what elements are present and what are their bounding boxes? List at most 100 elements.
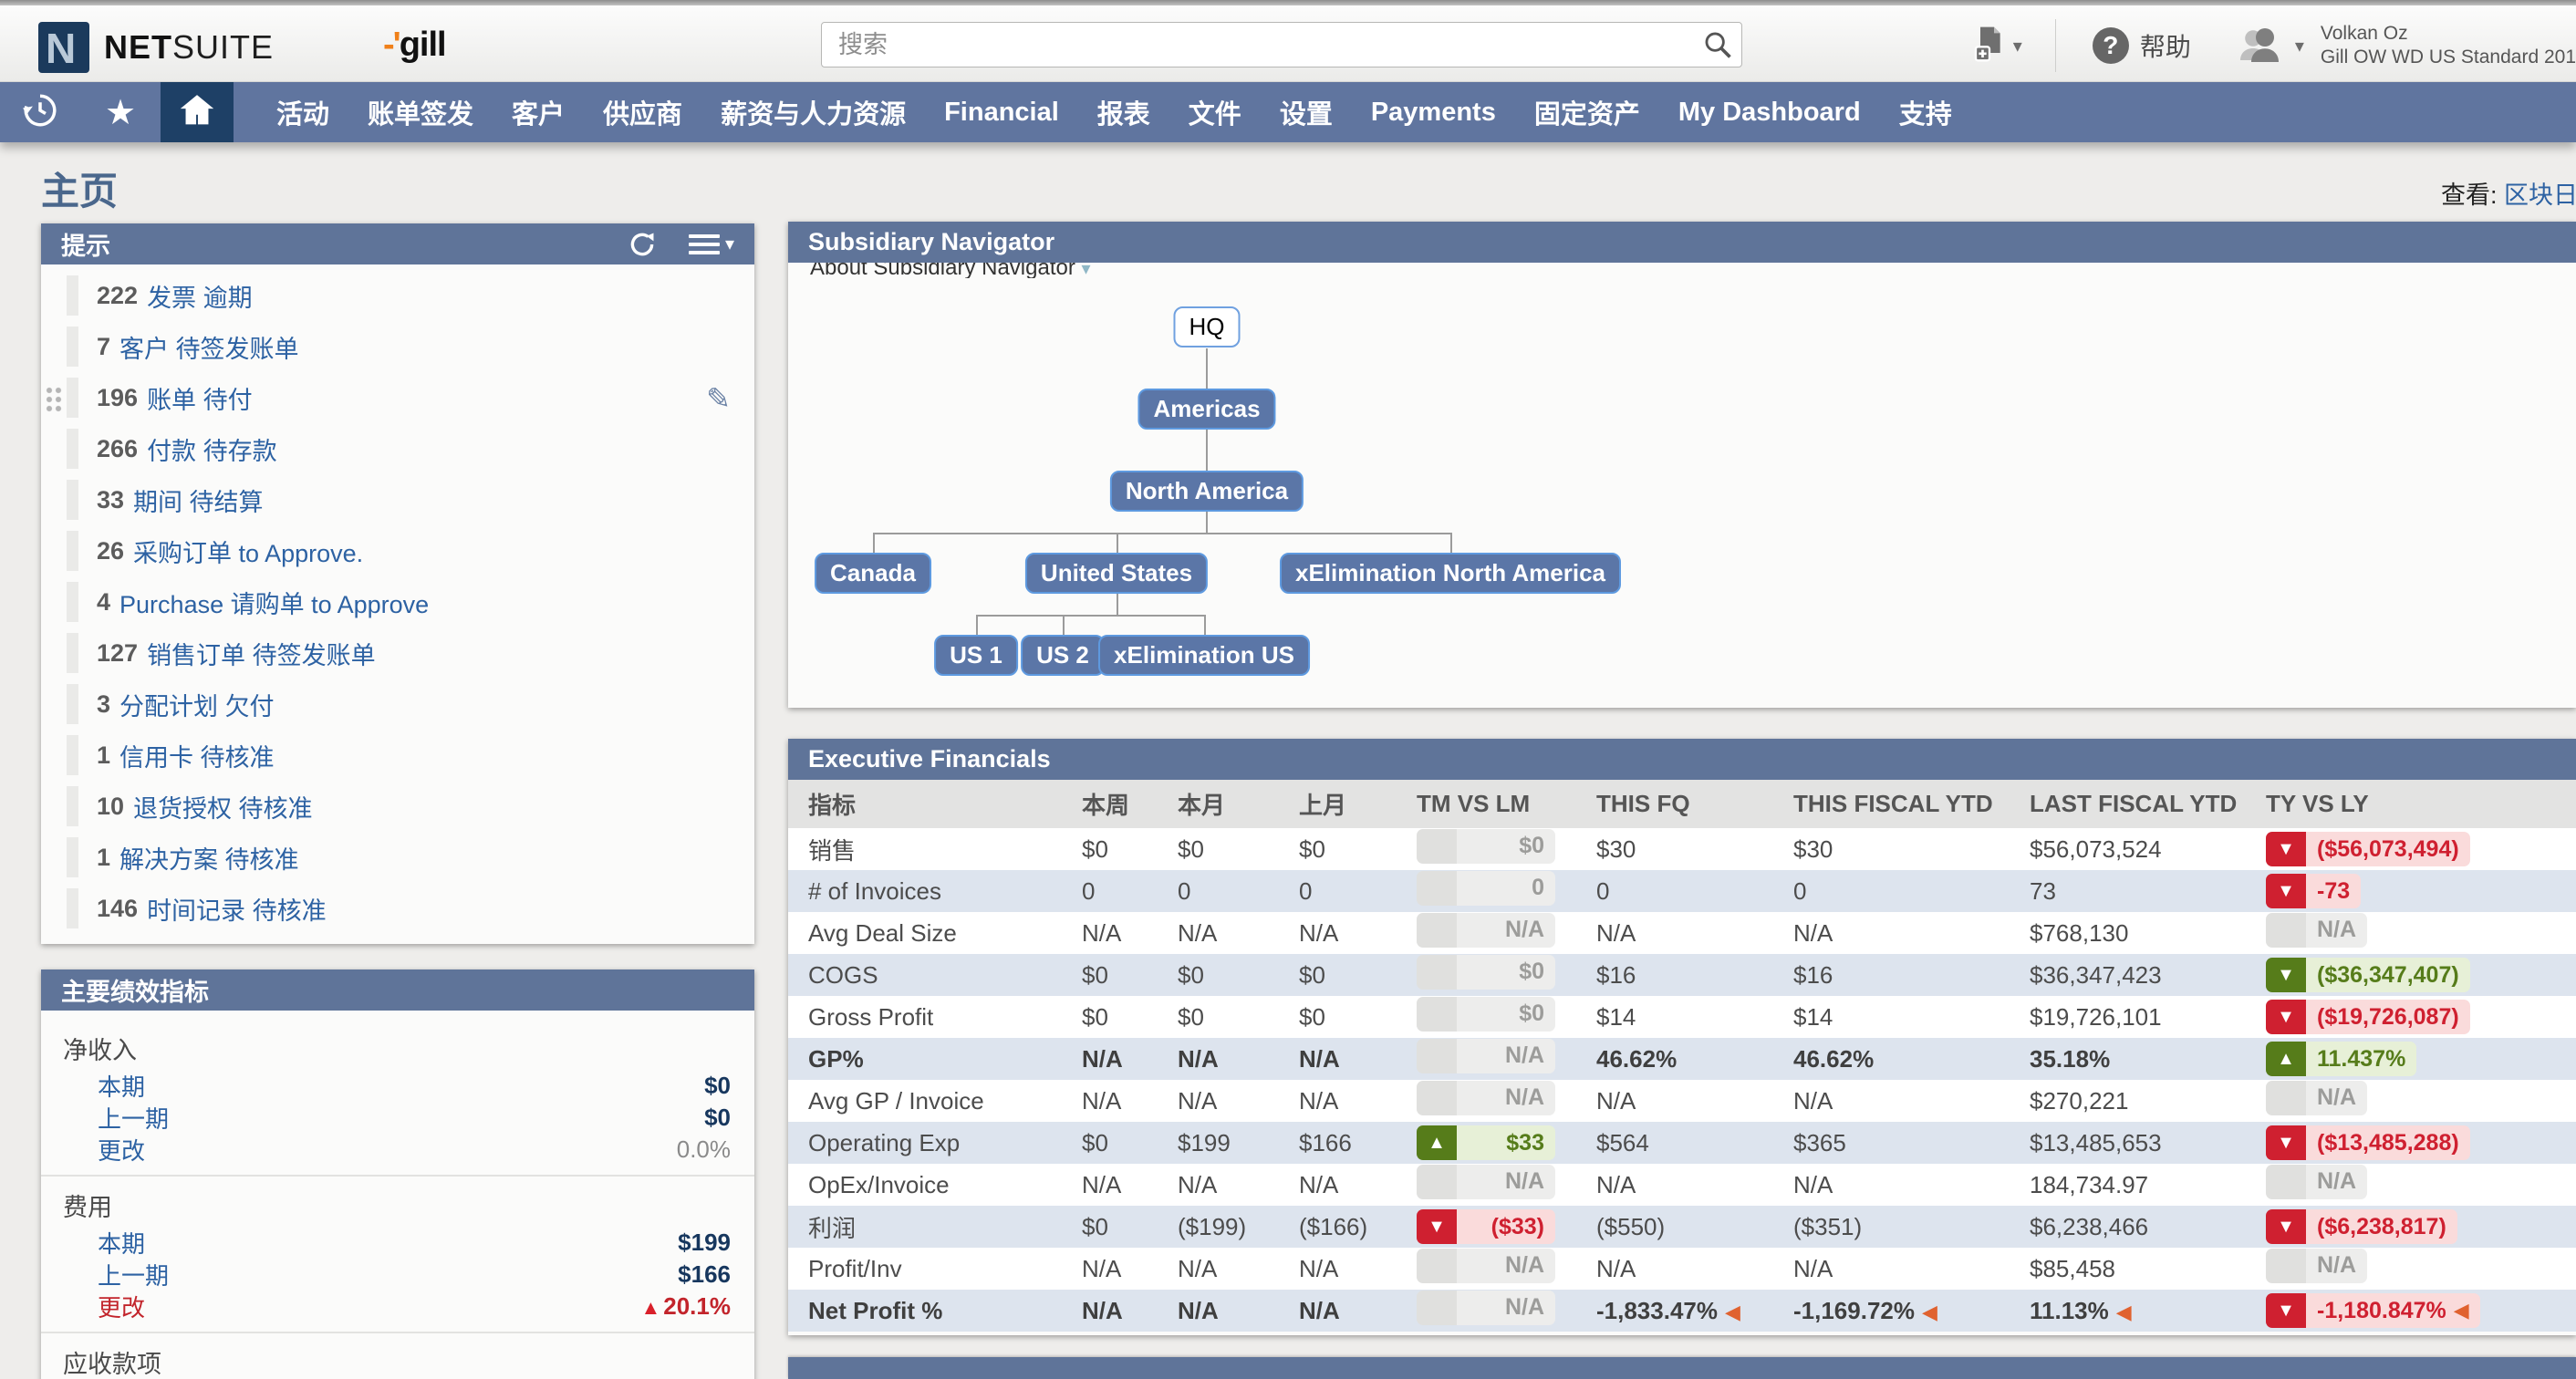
netsuite-logo[interactable]: N NETSUITE xyxy=(38,22,274,73)
column-header: 上月 xyxy=(1299,792,1347,819)
reminder-item[interactable]: 26 采购订单 to Approve. ✎ xyxy=(41,525,754,576)
reminder-link[interactable]: Purchase 请购单 to Approve xyxy=(119,590,430,618)
user-menu[interactable]: ▾ Volkan Oz Gill OW WD US Standard 201 xyxy=(2235,22,2576,70)
shortcuts-button[interactable]: ★ xyxy=(80,82,161,142)
reminder-link[interactable]: 付款 待存款 xyxy=(147,437,277,465)
reminder-link[interactable]: 信用卡 待核准 xyxy=(119,743,275,772)
org-node-hq[interactable]: HQ xyxy=(1173,306,1241,347)
reminder-item[interactable]: 3 分配计划 欠付 ✎ xyxy=(41,679,754,730)
kpi-row-link[interactable]: 上一期 xyxy=(98,1262,170,1290)
this-fiscal-ytd-value: $16 xyxy=(1793,960,1833,989)
trend-value: $33 xyxy=(1457,1125,1555,1160)
view-selector[interactable]: 查看: 区块日期 xyxy=(2441,175,2576,211)
view-value-link[interactable]: 区块日期 xyxy=(2504,181,2576,209)
reminder-item[interactable]: 7 客户 待签发账单 ✎ xyxy=(41,321,754,372)
nav-item[interactable]: 固定资产 xyxy=(1533,100,1640,130)
reminder-link[interactable]: 销售订单 待签发账单 xyxy=(147,641,376,669)
subsidiary-panel-header: Subsidiary Navigator xyxy=(788,222,2576,263)
topbar: N NETSUITE -'gill ▾ ? 帮助 xyxy=(0,5,2576,82)
org-node-americas[interactable]: Americas xyxy=(1137,389,1276,430)
reminder-item[interactable]: 196 账单 待付 ✎ xyxy=(41,372,754,423)
reminder-link[interactable]: 客户 待签发账单 xyxy=(119,335,299,363)
reminder-count: 4 xyxy=(97,587,111,616)
org-connector xyxy=(1206,430,1208,471)
reminder-item[interactable]: 4 Purchase 请购单 to Approve ✎ xyxy=(41,576,754,627)
reminder-handle xyxy=(67,786,78,826)
this-fq-value: $564 xyxy=(1596,1128,1649,1156)
about-subsidiary-link[interactable]: About Subsidiary Navigator ▾ xyxy=(810,263,1091,278)
search-input[interactable] xyxy=(821,22,1742,67)
nav-item[interactable]: 供应商 xyxy=(603,100,683,130)
nav-item[interactable]: 支持 xyxy=(1898,100,1952,130)
nav-item[interactable]: 文件 xyxy=(1188,100,1241,130)
nav-item[interactable]: 设置 xyxy=(1279,100,1333,130)
reminder-item[interactable]: 266 付款 待存款 ✎ xyxy=(41,423,754,474)
org-node-us2[interactable]: US 2 xyxy=(1021,635,1105,676)
kpi-row-link[interactable]: 本期 xyxy=(98,1073,146,1101)
this-fiscal-ytd-value: 0 xyxy=(1793,876,1807,905)
reminder-link[interactable]: 时间记录 待核准 xyxy=(147,897,327,925)
help-icon: ? xyxy=(2092,27,2129,64)
reminder-link[interactable]: 解决方案 待核准 xyxy=(119,845,299,874)
reminder-item[interactable]: 1 解决方案 待核准 ✎ xyxy=(41,832,754,883)
ty-vs-ly-cell: 11.437% xyxy=(2266,1042,2576,1076)
trend-arrow-icon xyxy=(1417,996,1457,1032)
last-month-value: N/A xyxy=(1299,1170,1339,1198)
this-week-value: $0 xyxy=(1082,1128,1108,1156)
kpi-row-link[interactable]: 上一期 xyxy=(98,1105,170,1133)
reminder-link[interactable]: 期间 待结算 xyxy=(133,488,264,516)
nav-item[interactable]: 客户 xyxy=(512,100,566,130)
trend-badge: ($33) xyxy=(1417,1209,1555,1244)
reminder-item[interactable]: 127 销售订单 待签发账单 ✎ xyxy=(41,627,754,679)
org-node-us1[interactable]: US 1 xyxy=(934,635,1018,676)
reminder-link[interactable]: 分配计划 欠付 xyxy=(119,692,275,721)
nav-item[interactable]: 账单签发 xyxy=(368,100,474,130)
help-menu[interactable]: ? 帮助 xyxy=(2092,27,2191,64)
last-fiscal-ytd-value: $270,221 xyxy=(2030,1086,2129,1115)
this-month-value: N/A xyxy=(1178,918,1218,947)
reminder-item[interactable]: 146 时间记录 待核准 ✎ xyxy=(41,883,754,934)
org-node-xelimination-us[interactable]: xElimination US xyxy=(1098,635,1310,676)
this-fiscal-ytd-value: N/A xyxy=(1793,1170,1833,1198)
org-connector xyxy=(1117,594,1118,615)
table-row: 利润 $0 ($199) ($166) ($33) ($550) ($351) … xyxy=(788,1206,2576,1248)
nav-item[interactable]: 薪资与人力资源 xyxy=(721,100,907,130)
org-node-xelimination-north-america[interactable]: xElimination North America xyxy=(1280,553,1621,594)
reminder-link[interactable]: 账单 待付 xyxy=(147,386,253,414)
org-node-united-states[interactable]: United States xyxy=(1024,553,1209,594)
org-node-north-america[interactable]: North America xyxy=(1109,471,1304,512)
reminder-item[interactable]: 1 信用卡 待核准 ✎ xyxy=(41,730,754,781)
reminder-item[interactable]: 33 期间 待结算 ✎ xyxy=(41,474,754,525)
trend-arrow-icon xyxy=(1417,912,1457,948)
nav-item[interactable]: 报表 xyxy=(1096,100,1150,130)
kpi-row-link[interactable]: 更改 xyxy=(98,1137,146,1165)
recent-records-button[interactable] xyxy=(0,82,80,142)
reminder-item[interactable]: 222 发票 逾期 ✎ xyxy=(41,270,754,321)
trend-arrow-icon xyxy=(2266,1125,2306,1160)
create-new-menu[interactable]: ▾ xyxy=(1971,24,2022,68)
reminder-link[interactable]: 采购订单 to Approve. xyxy=(133,539,364,567)
panel-menu-icon[interactable]: ▾ xyxy=(688,230,734,259)
reminder-link[interactable]: 发票 逾期 xyxy=(147,284,253,312)
this-week-value: N/A xyxy=(1082,1296,1123,1324)
org-connector xyxy=(976,615,1206,617)
edit-pencil-icon[interactable]: ✎ xyxy=(706,382,731,415)
reminder-link[interactable]: 退货授权 待核准 xyxy=(133,794,313,823)
nav-item[interactable]: Payments xyxy=(1370,97,1496,127)
this-month-value: N/A xyxy=(1178,1296,1219,1324)
last-fiscal-ytd-value: 184,734.97 xyxy=(2030,1170,2149,1198)
search-icon[interactable] xyxy=(1702,29,1733,60)
last-fiscal-ytd-value: $768,130 xyxy=(2030,918,2129,947)
reminders-list: 222 发票 逾期 ✎ 7 客户 待签发账单 ✎ 196 账单 待付 ✎ xyxy=(41,264,754,934)
reminder-item[interactable]: 10 退货授权 待核准 ✎ xyxy=(41,781,754,832)
nav-item[interactable]: My Dashboard xyxy=(1678,97,1861,127)
nav-item[interactable]: 活动 xyxy=(276,100,330,130)
home-tab[interactable] xyxy=(161,82,234,142)
org-node-canada[interactable]: Canada xyxy=(815,553,931,594)
kpi-row-value: 20.1% xyxy=(640,1292,731,1321)
refresh-icon[interactable] xyxy=(627,229,658,260)
kpi-row-link[interactable]: 更改 xyxy=(98,1294,146,1322)
trend-value: ($19,726,087) xyxy=(2306,1000,2470,1034)
kpi-row-link[interactable]: 本期 xyxy=(98,1230,146,1258)
nav-item[interactable]: Financial xyxy=(944,97,1059,127)
